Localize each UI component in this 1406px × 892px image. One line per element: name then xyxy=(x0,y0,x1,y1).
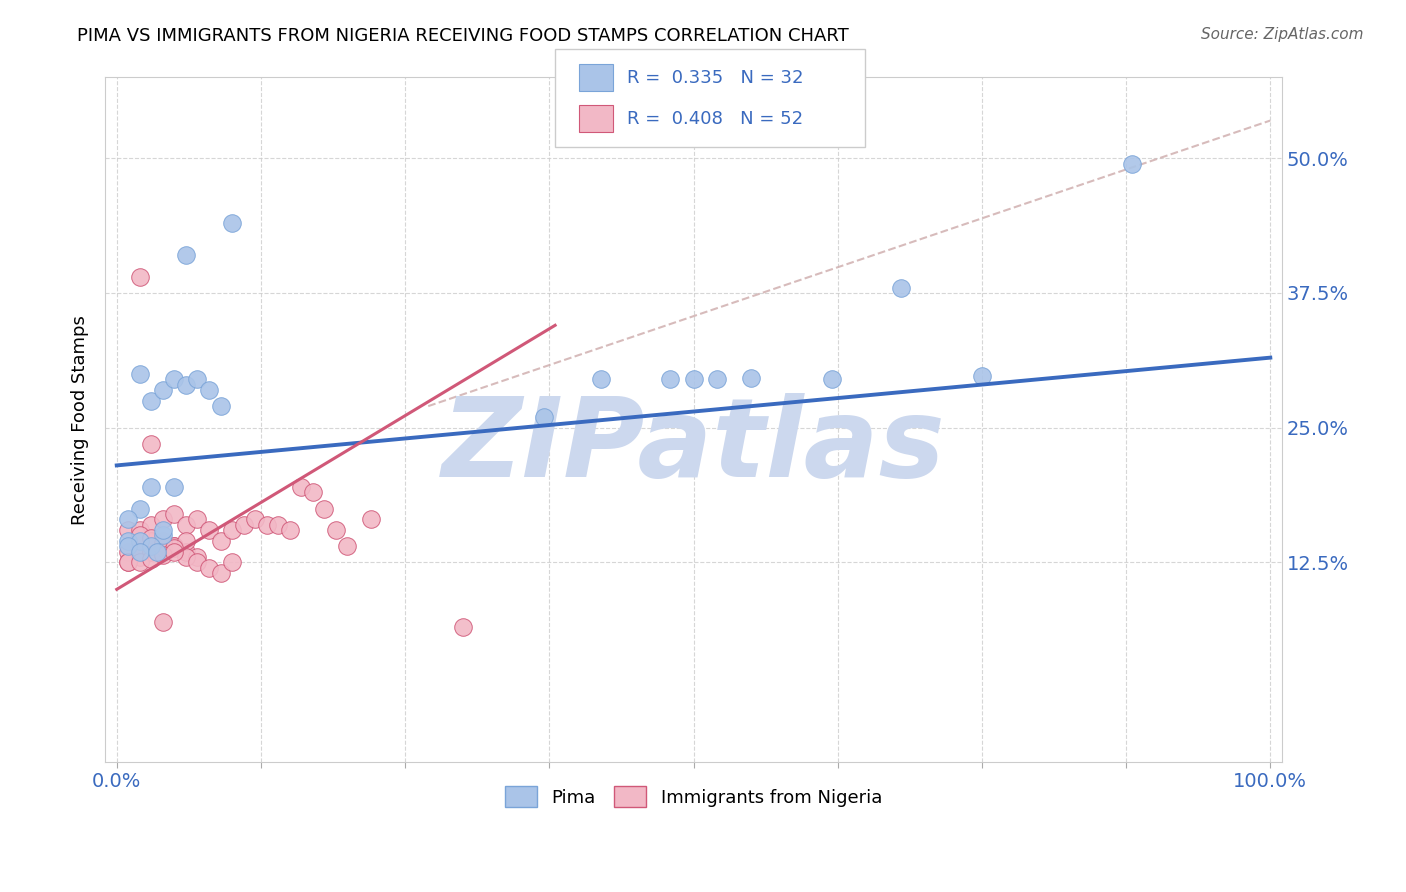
Point xyxy=(141,533,163,548)
Point xyxy=(141,552,163,566)
Point xyxy=(117,539,139,553)
Point xyxy=(209,566,232,581)
Point xyxy=(128,539,150,553)
Point xyxy=(117,544,139,558)
Point xyxy=(163,539,186,553)
Point xyxy=(706,372,728,386)
Y-axis label: Receiving Food Stamps: Receiving Food Stamps xyxy=(72,315,89,524)
Point xyxy=(141,517,163,532)
Point xyxy=(141,393,163,408)
Point xyxy=(232,517,254,532)
Point xyxy=(163,541,186,556)
Point xyxy=(117,555,139,569)
Point xyxy=(360,512,382,526)
Point xyxy=(186,555,208,569)
Text: ZIPatlas: ZIPatlas xyxy=(441,393,945,500)
Point xyxy=(821,372,844,386)
Point xyxy=(117,533,139,548)
Point xyxy=(152,528,174,542)
Point xyxy=(174,517,197,532)
Point xyxy=(128,523,150,537)
Point xyxy=(198,383,221,397)
Point xyxy=(128,544,150,558)
Point xyxy=(267,517,290,532)
Point xyxy=(591,372,613,386)
Point xyxy=(302,485,325,500)
Point xyxy=(152,548,174,562)
Text: PIMA VS IMMIGRANTS FROM NIGERIA RECEIVING FOOD STAMPS CORRELATION CHART: PIMA VS IMMIGRANTS FROM NIGERIA RECEIVIN… xyxy=(77,27,849,45)
Point xyxy=(221,555,243,569)
Point xyxy=(163,544,186,558)
Point xyxy=(198,523,221,537)
Point xyxy=(290,480,312,494)
Point xyxy=(141,531,163,545)
Point xyxy=(186,372,208,386)
Point xyxy=(117,555,139,569)
Point xyxy=(117,523,139,537)
Point xyxy=(186,512,208,526)
Point xyxy=(970,368,993,383)
Point xyxy=(141,544,163,558)
Point xyxy=(128,533,150,548)
Point xyxy=(128,528,150,542)
Point xyxy=(128,501,150,516)
Point xyxy=(152,541,174,556)
Point xyxy=(128,549,150,564)
Legend: Pima, Immigrants from Nigeria: Pima, Immigrants from Nigeria xyxy=(498,779,890,814)
Point xyxy=(659,372,682,386)
Point xyxy=(163,507,186,521)
Point xyxy=(278,523,301,537)
Point xyxy=(336,539,359,553)
Point xyxy=(152,533,174,548)
Point xyxy=(128,367,150,381)
Point xyxy=(163,480,186,494)
Point xyxy=(174,544,197,558)
Point xyxy=(152,523,174,537)
Point xyxy=(451,620,474,634)
Point xyxy=(146,544,169,558)
Point xyxy=(152,615,174,629)
Point xyxy=(174,533,197,548)
Text: Source: ZipAtlas.com: Source: ZipAtlas.com xyxy=(1201,27,1364,42)
Point xyxy=(152,383,174,397)
Point xyxy=(128,269,150,284)
Point xyxy=(152,536,174,550)
Point xyxy=(325,523,347,537)
Point xyxy=(174,549,197,564)
Text: R =  0.408   N = 52: R = 0.408 N = 52 xyxy=(627,110,803,128)
Point xyxy=(141,539,163,553)
Point xyxy=(198,561,221,575)
Point xyxy=(209,399,232,413)
Point xyxy=(314,501,336,516)
Point xyxy=(174,248,197,262)
Point xyxy=(152,512,174,526)
Point xyxy=(256,517,278,532)
Point xyxy=(163,539,186,553)
Point xyxy=(163,372,186,386)
Point xyxy=(740,371,762,385)
Point xyxy=(890,280,912,294)
Point xyxy=(128,555,150,569)
Point xyxy=(1121,156,1143,170)
Point xyxy=(221,216,243,230)
Point xyxy=(174,377,197,392)
Point xyxy=(186,549,208,564)
Point xyxy=(533,409,555,424)
Point xyxy=(243,512,266,526)
Point xyxy=(141,480,163,494)
Text: R =  0.335   N = 32: R = 0.335 N = 32 xyxy=(627,69,804,87)
Point xyxy=(117,512,139,526)
Point xyxy=(221,523,243,537)
Point xyxy=(682,372,704,386)
Point xyxy=(141,437,163,451)
Point xyxy=(209,533,232,548)
